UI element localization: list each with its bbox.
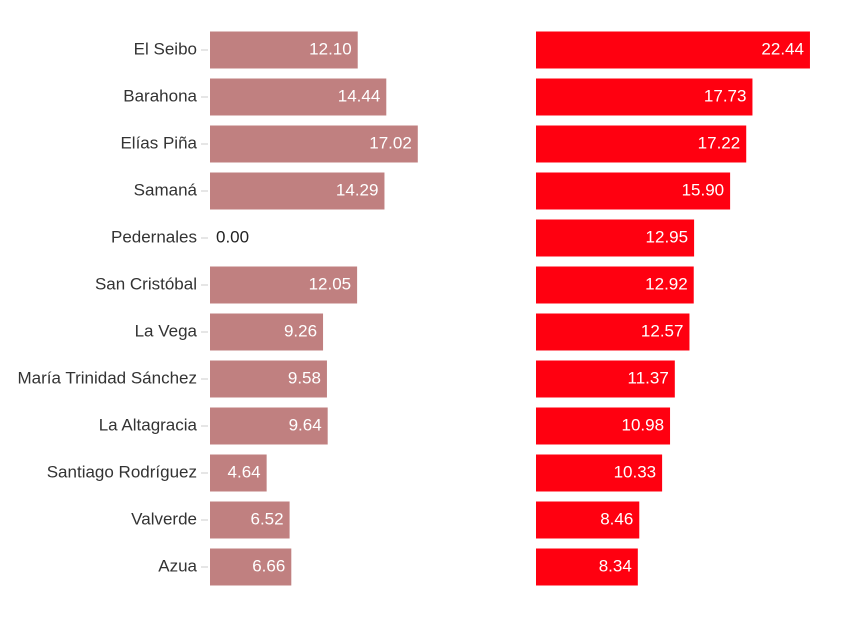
bar: [210, 360, 327, 398]
value-label: 9.26: [284, 321, 317, 340]
category-label: Samaná: [134, 180, 198, 199]
bar: [210, 548, 292, 586]
bar: [210, 172, 385, 210]
value-label: 12.95: [646, 227, 689, 246]
category-label: Elías Piña: [120, 133, 197, 152]
category-label: La Vega: [135, 321, 198, 340]
value-label: 14.44: [338, 86, 381, 105]
value-label: 15.90: [682, 180, 725, 199]
category-label: Pedernales: [111, 227, 197, 246]
bar: [210, 407, 328, 445]
value-label: 0.00: [216, 227, 249, 246]
bar: [536, 360, 675, 398]
bar: [536, 548, 638, 586]
bar: [536, 31, 810, 69]
value-label: 14.29: [336, 180, 379, 199]
bar: [536, 501, 640, 539]
bar: [210, 78, 387, 116]
bar: [210, 501, 290, 539]
value-label: 10.33: [614, 462, 657, 481]
category-label: Santiago Rodríguez: [47, 462, 197, 481]
bar: [536, 172, 731, 210]
value-label: 9.58: [288, 368, 321, 387]
category-label: Azua: [158, 556, 197, 575]
value-label: 22.44: [761, 39, 804, 58]
value-label: 17.02: [369, 133, 412, 152]
bar: [210, 31, 358, 69]
value-label: 4.64: [228, 462, 261, 481]
value-label: 11.37: [628, 368, 669, 387]
category-label: Barahona: [123, 86, 197, 105]
bar: [536, 78, 753, 116]
bar: [536, 266, 694, 304]
bar: [210, 313, 324, 351]
value-label: 6.66: [252, 556, 285, 575]
value-label: 8.46: [600, 509, 633, 528]
value-label: 6.52: [251, 509, 284, 528]
category-label: San Cristóbal: [95, 274, 197, 293]
value-label: 9.64: [289, 415, 322, 434]
value-label: 12.57: [641, 321, 684, 340]
category-label: El Seibo: [134, 39, 197, 58]
category-label: María Trinidad Sánchez: [17, 368, 197, 387]
value-label: 12.92: [645, 274, 688, 293]
value-label: 10.98: [622, 415, 665, 434]
value-label: 12.05: [309, 274, 352, 293]
bar: [210, 266, 358, 304]
bar: [536, 125, 747, 163]
value-label: 8.34: [599, 556, 632, 575]
value-label: 17.22: [698, 133, 741, 152]
category-label: Valverde: [131, 509, 197, 528]
bar: [536, 219, 695, 257]
category-label: La Altagracia: [99, 415, 198, 434]
value-label: 17.73: [704, 86, 747, 105]
bar: [536, 313, 690, 351]
value-label: 12.10: [309, 39, 352, 58]
bar: [536, 407, 671, 445]
bar: [536, 454, 663, 492]
bar: [210, 125, 418, 163]
bar: [210, 454, 267, 492]
